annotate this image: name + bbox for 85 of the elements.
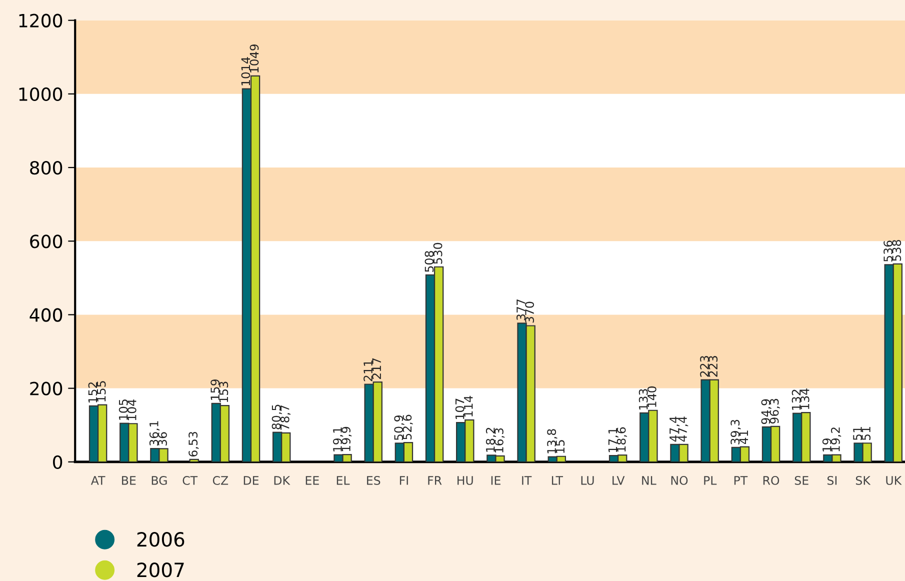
x-tick-label: HU xyxy=(458,476,473,485)
data-label: 13,8 xyxy=(547,429,558,454)
data-label: 1049 xyxy=(250,44,259,72)
data-label: 41 xyxy=(739,430,748,444)
x-tick-label: SI xyxy=(827,476,837,485)
x-tick-label: BG xyxy=(152,476,167,485)
y-tick-label: 1200 xyxy=(19,14,62,28)
data-label: 217 xyxy=(372,358,381,379)
x-tick-label: NL xyxy=(642,476,656,485)
data-label: 19,9 xyxy=(342,426,352,452)
data-label: 36 xyxy=(158,432,167,446)
data-label: 153 xyxy=(219,382,228,402)
x-tick-label: RO xyxy=(763,476,780,485)
data-label: 17,1 xyxy=(608,428,618,452)
data-label: 107 xyxy=(455,398,464,420)
y-tick-label: 200 xyxy=(30,382,62,396)
data-label: 377 xyxy=(516,299,526,320)
data-label: 536 xyxy=(884,240,893,262)
data-label: 51 xyxy=(853,426,862,440)
data-label: 36,1 xyxy=(149,421,160,446)
data-label: 96,3 xyxy=(770,398,780,424)
data-label: 508 xyxy=(424,251,434,272)
data-label: 19 xyxy=(822,438,832,452)
x-tick-label: LT xyxy=(552,476,564,485)
x-tick-label: EE xyxy=(306,476,319,485)
data-label: 114 xyxy=(464,396,473,416)
y-tick-label: 800 xyxy=(30,160,62,175)
data-label: 152 xyxy=(88,382,98,402)
data-label: 18,6 xyxy=(616,427,627,452)
legend-label: 2007 xyxy=(137,562,184,578)
data-label: 538 xyxy=(892,240,902,261)
x-tick-label: LU xyxy=(581,476,594,485)
x-tick-label: PT xyxy=(734,476,748,485)
data-label: 1014 xyxy=(241,57,250,86)
data-label: 52,6 xyxy=(402,414,413,440)
x-tick-label: FR xyxy=(428,476,442,485)
x-tick-label: CZ xyxy=(212,476,228,485)
y-tick-label: 0 xyxy=(53,455,62,470)
data-label: 155 xyxy=(96,381,106,402)
data-label: 530 xyxy=(433,242,442,264)
data-label: 78,7 xyxy=(280,405,291,430)
data-label: 16,3 xyxy=(494,428,505,452)
data-label: 223 xyxy=(700,356,709,377)
y-tick-label: 400 xyxy=(30,308,62,322)
data-label: 80,5 xyxy=(272,404,282,430)
legend-label: 2006 xyxy=(137,532,184,547)
x-tick-label: FI xyxy=(400,476,408,485)
x-tick-label: CT xyxy=(182,476,198,485)
data-label: 105 xyxy=(118,400,128,420)
data-label: 15 xyxy=(556,440,565,453)
data-label: 104 xyxy=(127,400,136,420)
data-label: 94,9 xyxy=(761,399,772,424)
data-label: 19,1 xyxy=(332,427,344,452)
data-label: 19,2 xyxy=(830,428,842,452)
y-tick-label: 1000 xyxy=(19,87,62,102)
y-tick-label: 600 xyxy=(30,234,62,248)
data-label: 51 xyxy=(862,426,870,440)
data-label: 132 xyxy=(792,390,801,410)
data-label: 211 xyxy=(364,360,372,382)
x-tick-label: AT xyxy=(90,476,106,485)
x-tick-label: BE xyxy=(122,476,136,485)
data-label: 50,9 xyxy=(394,416,404,440)
data-label: 223 xyxy=(708,356,718,377)
data-label: 39,3 xyxy=(730,420,741,444)
x-tick-label: SK xyxy=(856,476,871,485)
data-label: 370 xyxy=(525,302,534,323)
x-tick-label: UK xyxy=(886,476,902,485)
data-label: 18,2 xyxy=(486,428,496,452)
data-label: 159 xyxy=(210,379,220,400)
x-tick-label: SE xyxy=(794,476,808,485)
x-tick-label: DE xyxy=(244,476,259,485)
x-tick-label: IE xyxy=(491,476,500,485)
data-label: 133 xyxy=(638,389,648,410)
x-tick-label: IT xyxy=(522,476,532,485)
x-tick-label: PL xyxy=(704,476,717,485)
data-label: 47,4 xyxy=(678,416,688,442)
x-tick-label: NO xyxy=(671,476,688,485)
data-label: 6,53 xyxy=(188,432,199,456)
data-label: 47,4 xyxy=(670,416,680,442)
x-tick-label: LV xyxy=(612,476,625,485)
x-tick-label: ES xyxy=(367,476,380,485)
data-label: 140 xyxy=(647,386,656,407)
x-tick-label: EL xyxy=(336,476,350,485)
data-label: 134 xyxy=(800,388,810,410)
x-tick-label: DK xyxy=(274,476,290,485)
